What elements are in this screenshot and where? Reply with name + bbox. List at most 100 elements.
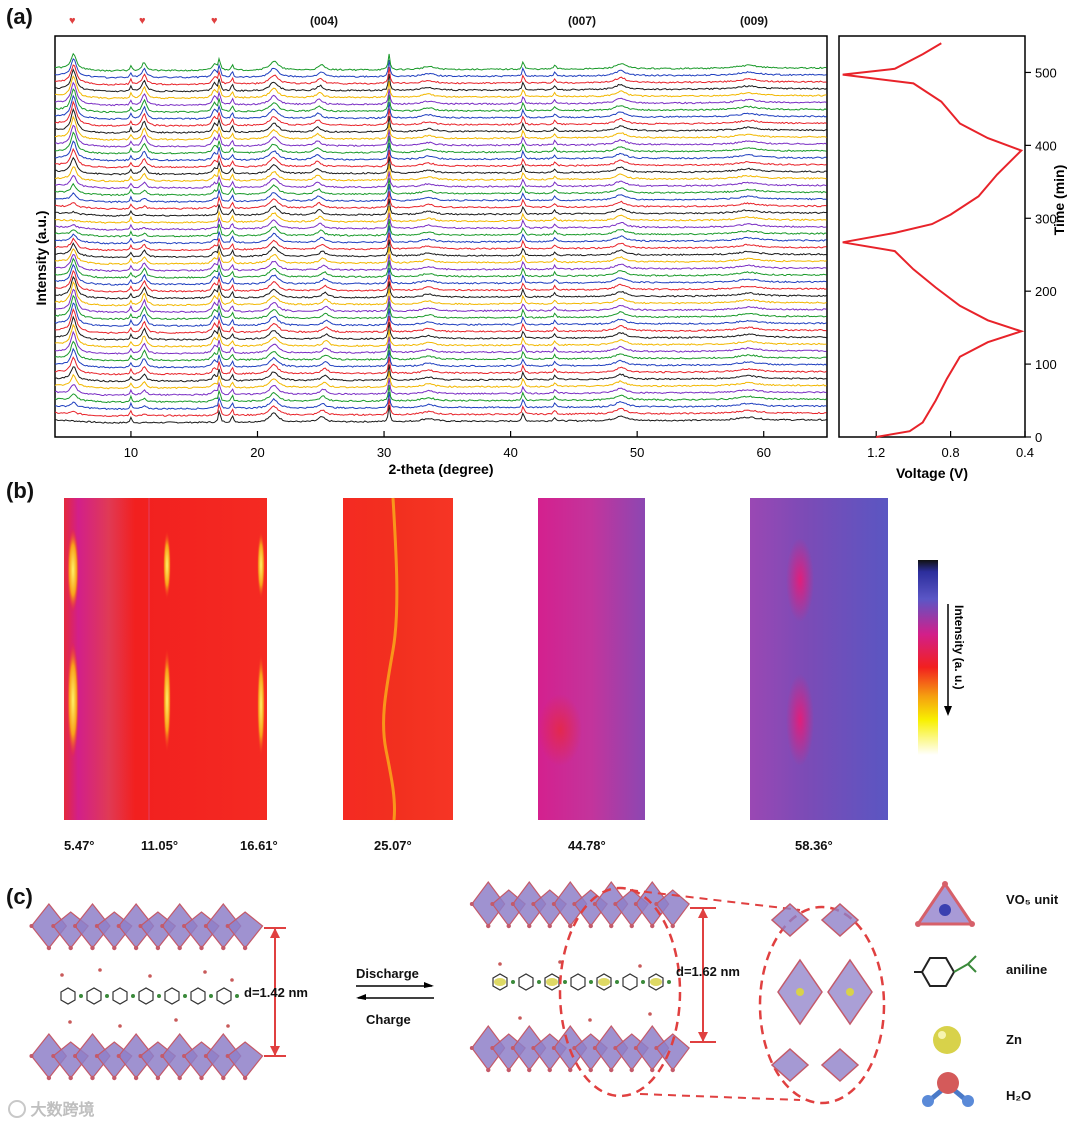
vo5-layer: [29, 1033, 264, 1081]
vertex-atom: [613, 902, 618, 906]
vertex-atom: [633, 902, 638, 906]
water-molecule: [68, 1020, 72, 1024]
vertex-atom: [177, 945, 182, 951]
vertex-atom: [160, 1054, 165, 1058]
vertex-atom: [547, 1067, 552, 1073]
vertex-atom: [51, 924, 56, 928]
water-molecule: [203, 970, 207, 974]
xrd-plot-frame: [54, 35, 828, 438]
vertex-atom: [592, 1046, 597, 1050]
vertex-atom: [203, 924, 208, 928]
xrd-trace: [54, 315, 827, 341]
zn-icon: [933, 1026, 961, 1054]
xrd-traces: [54, 52, 827, 424]
vertex-atom: [551, 1046, 556, 1050]
vertex-atom: [531, 902, 536, 906]
xrd-trace: [54, 184, 827, 204]
structure-schematic: [29, 880, 977, 1107]
xrd-trace: [54, 131, 827, 155]
vertex-atom: [469, 902, 474, 906]
heart-marker: ♥: [139, 15, 146, 27]
peak-label-004: (004): [310, 14, 339, 28]
vertex-atom: [94, 924, 99, 928]
xrd-trace: [55, 275, 827, 300]
vertex-atom: [633, 1046, 638, 1050]
nitrogen-atom: [641, 980, 645, 984]
vertex-atom: [155, 945, 161, 951]
vertex-atom: [670, 1067, 675, 1073]
xrd-trace: [54, 147, 827, 169]
xrd-trace: [54, 205, 827, 224]
vo5-polyhedron: [655, 889, 690, 928]
aniline-ring: [544, 973, 560, 991]
vertex-atom: [568, 923, 573, 929]
vertex-atom: [51, 1054, 56, 1058]
vertex-atom: [112, 1075, 117, 1081]
vertex-atom: [510, 902, 515, 906]
vertex-atom: [68, 1075, 73, 1081]
water-molecule: [148, 974, 152, 978]
contour-map-1: [64, 498, 267, 820]
vertex-atom: [650, 923, 655, 929]
legend-zn-text: Zn: [1006, 1032, 1022, 1047]
vertex-atom: [490, 1046, 495, 1050]
voltage-ticks: 1.2 0.8 0.40 100 200 300 400 500: [867, 65, 1057, 460]
xrd-trace: [54, 281, 827, 307]
voltage-curve: [842, 42, 1025, 438]
vertex-atom: [469, 1046, 474, 1050]
aniline-chain: [60, 960, 671, 1028]
water-molecule: [498, 962, 502, 966]
water-molecule: [588, 1018, 592, 1022]
aniline-ring: [138, 987, 154, 1005]
xrd-trace: [54, 398, 827, 417]
charge-label: Charge: [366, 1012, 411, 1027]
xrd-trace: [54, 163, 827, 183]
xrd-x-tick-label: 30: [377, 445, 391, 460]
xrd-trace: [54, 330, 827, 355]
vertex-atom: [490, 902, 495, 906]
vertex-atom: [506, 923, 511, 929]
heart-marker: ♥: [211, 15, 218, 27]
zn-ion: [598, 978, 610, 986]
vertex-atom: [90, 1075, 95, 1081]
panel-c-label: (c): [6, 884, 33, 909]
nitrogen-atom: [79, 994, 83, 998]
nitrogen-atom: [157, 994, 161, 998]
voltage-profile-chart: 1.2 0.8 0.40 100 200 300 400 500 Voltage (V) Ti…: [838, 35, 1067, 481]
water-molecule: [230, 978, 234, 982]
vo5-polyhedron: [655, 1033, 690, 1072]
aniline-ring: [60, 987, 76, 1005]
water-molecule: [174, 1018, 178, 1022]
vertex-atom: [572, 902, 577, 906]
voltage-x-tick-label: 0.4: [1016, 445, 1034, 460]
xrd-trace: [54, 384, 827, 404]
nitrogen-atom: [667, 980, 671, 984]
water-molecule: [118, 1024, 122, 1028]
legend-aniline-text: aniline: [1006, 962, 1048, 977]
vertex-atom: [654, 902, 659, 906]
xrd-trace: [54, 232, 827, 252]
vertex-atom: [46, 945, 52, 951]
xrd-trace: [54, 124, 827, 148]
xrd-x-tick-label: 60: [756, 445, 770, 460]
xrd-trace: [54, 178, 827, 197]
zoom-connector: [629, 889, 801, 911]
vo5-polyhedron: [820, 1047, 860, 1083]
vertex-atom: [182, 1054, 187, 1058]
vertex-atom: [199, 1075, 204, 1081]
heatmap-label-1: 5.47°: [64, 838, 95, 853]
vertex-atom: [650, 1067, 655, 1073]
contour-map-2: [343, 497, 453, 821]
nitrogen-atom: [589, 980, 593, 984]
water-molecule: [226, 1024, 230, 1028]
vertex-atom: [29, 1054, 34, 1058]
nitrogen-atom: [563, 980, 567, 984]
aniline-ring: [86, 987, 102, 1005]
xrd-trace: [54, 347, 827, 369]
aniline-ring: [596, 973, 612, 991]
vertex-atom: [510, 1046, 515, 1050]
xrd-trace: [54, 356, 827, 376]
aniline-ring: [190, 987, 206, 1005]
vertex-atom: [629, 1067, 634, 1073]
vertex-atom: [90, 945, 95, 951]
